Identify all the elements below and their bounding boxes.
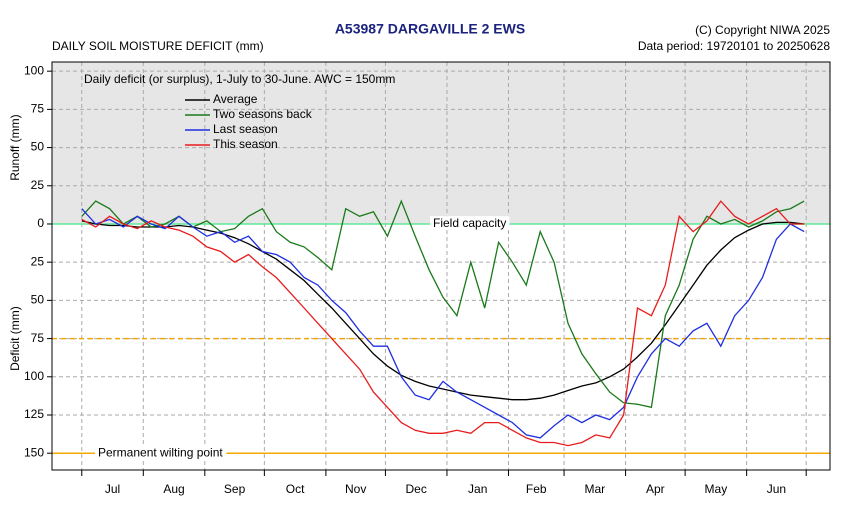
subtitle: DAILY SOIL MOISTURE DEFICIT (mm) xyxy=(52,39,264,53)
x-tick-label: Dec xyxy=(406,482,427,496)
y-tick-label: 100 xyxy=(24,369,44,383)
surplus-shade xyxy=(52,62,830,224)
x-tick-label: Feb xyxy=(526,482,547,496)
y-axis-label: Runoff (mm) xyxy=(8,114,22,180)
copyright: (C) Copyright NIWA 2025 xyxy=(695,23,830,37)
y-tick-label: 25 xyxy=(31,254,45,268)
annotation: Daily deficit (or surplus), 1-July to 30… xyxy=(84,72,395,86)
plot-frame xyxy=(51,61,831,471)
y-tick-label: 50 xyxy=(31,293,45,307)
legend-label: Average xyxy=(213,92,258,106)
y-tick-label: 75 xyxy=(31,102,45,116)
x-tick-label: Sep xyxy=(224,482,246,496)
chart-title: A53987 DARGAVILLE 2 EWS xyxy=(335,21,525,37)
y-tick-label: 25 xyxy=(31,178,45,192)
series-line xyxy=(81,208,805,439)
x-tick-label: Jan xyxy=(468,482,487,496)
x-tick-label: Mar xyxy=(584,482,605,496)
x-tick-label: Jun xyxy=(767,482,786,496)
reference-label: Permanent wilting point xyxy=(98,445,223,459)
x-tick-label: Jul xyxy=(105,482,120,496)
y-tick-label: 100 xyxy=(24,63,44,77)
y-tick-label: 150 xyxy=(24,445,44,459)
reference-label: Field capacity xyxy=(433,216,506,230)
y-axis-label: Deficit (mm) xyxy=(8,306,22,371)
legend-label: Two seasons back xyxy=(213,107,313,121)
x-tick-label: May xyxy=(705,482,728,496)
legend-label: This season xyxy=(213,137,278,151)
x-tick-label: Apr xyxy=(646,482,665,496)
series-line xyxy=(81,199,805,409)
series-line xyxy=(81,220,805,401)
x-tick-label: Aug xyxy=(163,482,184,496)
y-tick-label: 75 xyxy=(31,331,45,345)
label-background xyxy=(95,445,227,460)
legend-label: Last season xyxy=(213,122,278,136)
series-line xyxy=(81,200,805,447)
y-tick-label: 50 xyxy=(31,140,45,154)
x-tick-label: Nov xyxy=(345,482,366,496)
label-background xyxy=(430,216,510,231)
x-tick-label: Oct xyxy=(286,482,305,496)
data-period: Data period: 19720101 to 20250628 xyxy=(638,39,830,53)
y-tick-label: 125 xyxy=(24,407,44,421)
y-tick-label: 0 xyxy=(37,216,44,230)
